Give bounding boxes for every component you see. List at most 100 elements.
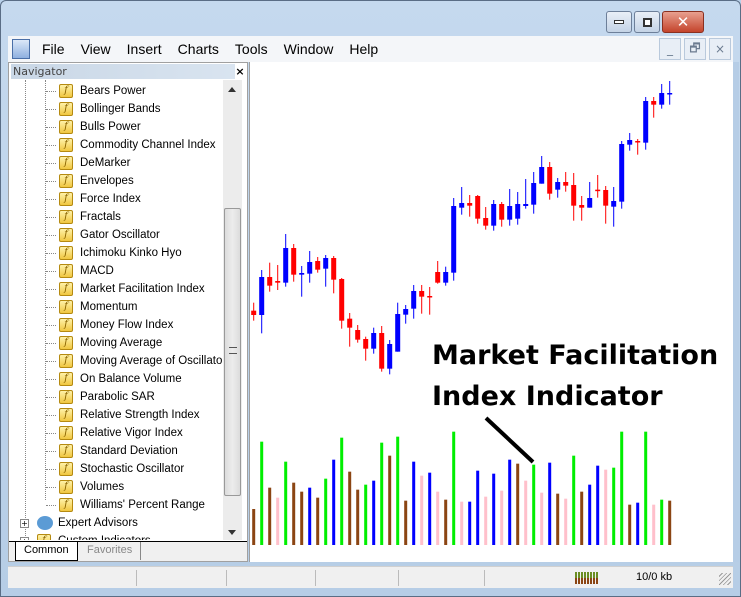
candle-body (467, 203, 473, 206)
navigator-item-label: Commodity Channel Index (80, 139, 216, 151)
navigator-item-label: Fractals (80, 211, 121, 223)
navigator-group-custom-indicators[interactable]: + f Custom Indicators (20, 532, 151, 540)
navigator-item[interactable]: f Force Index (46, 190, 141, 208)
mfi-bar (668, 500, 672, 545)
mfi-bar (332, 459, 336, 545)
candle-body (315, 261, 321, 270)
mfi-bar (516, 463, 520, 545)
mfi-bar (252, 509, 256, 545)
indicator-icon: f (59, 138, 73, 152)
candle-body (347, 318, 353, 328)
navigator-item[interactable]: f DeMarker (46, 154, 130, 172)
tab-common[interactable]: Common (15, 542, 78, 561)
mfi-bar (428, 472, 432, 545)
mfi-bar (532, 464, 536, 545)
navigator-item[interactable]: f Envelopes (46, 172, 134, 190)
indicator-icon: f (59, 246, 73, 260)
indicator-icon: f (59, 372, 73, 386)
candle-body (531, 183, 537, 205)
indicator-icon: f (59, 102, 73, 116)
navigator-item[interactable]: f Fractals (46, 208, 121, 226)
candle-body (435, 272, 441, 283)
candle-body (427, 296, 433, 298)
navigator-item[interactable]: f Bollinger Bands (46, 100, 161, 118)
mdi-restore-button[interactable]: 🗗 (684, 38, 706, 60)
candle-body (355, 330, 361, 340)
mfi-bar (452, 431, 456, 545)
expand-icon[interactable]: + (20, 536, 29, 540)
status-bar: 10/0 kb (8, 566, 733, 588)
navigator-item[interactable]: f Moving Average (46, 334, 162, 352)
scroll-down-icon[interactable] (228, 530, 236, 535)
navigator-item[interactable]: f Commodity Channel Index (46, 136, 216, 154)
mfi-bar (468, 501, 472, 545)
mfi-bar (260, 441, 264, 545)
scrollbar-thumb[interactable] (224, 208, 241, 496)
candle-body (627, 140, 633, 145)
navigator-item[interactable]: f Momentum (46, 298, 138, 316)
resize-grip[interactable] (719, 573, 731, 585)
candle-body (419, 291, 425, 297)
mfi-bar (556, 493, 560, 545)
indicator-icon: f (59, 228, 73, 242)
navigator-item[interactable]: f MACD (46, 262, 114, 280)
navigator-item[interactable]: f On Balance Volume (46, 370, 182, 388)
navigator-group-label: Custom Indicators (58, 535, 151, 540)
menu-help[interactable]: Help (349, 41, 379, 57)
maximize-button[interactable] (634, 11, 660, 33)
navigator-item[interactable]: f Volumes (46, 478, 124, 496)
navigator-item-label: Money Flow Index (80, 319, 174, 331)
navigator-close-button[interactable]: × (235, 65, 245, 78)
navigator-item-label: Momentum (80, 301, 138, 313)
minimize-button[interactable] (606, 11, 632, 33)
navigator-item[interactable]: f Ichimoku Kinko Hyo (46, 244, 182, 262)
menu-view[interactable]: View (80, 41, 111, 57)
menu-insert[interactable]: Insert (126, 41, 162, 57)
navigator-item[interactable]: f Market Facilitation Index (46, 280, 205, 298)
indicator-icon: f (59, 120, 73, 134)
mdi-minimize-button[interactable]: _ (659, 38, 681, 60)
indicator-icon: f (59, 336, 73, 350)
mdi-close-button[interactable]: × (709, 38, 731, 60)
menu-tools[interactable]: Tools (234, 41, 268, 57)
chart-window[interactable] (249, 62, 733, 562)
navigator-item[interactable]: f Parabolic SAR (46, 388, 155, 406)
navigator-item-label: Volumes (80, 481, 125, 493)
navigator-item[interactable]: f Gator Oscillator (46, 226, 160, 244)
candle-body (555, 182, 561, 190)
navigator-group-expert-advisors[interactable]: + Expert Advisors (20, 514, 138, 532)
navigator-item[interactable]: f Standard Deviation (46, 442, 178, 460)
mfi-bar (372, 480, 376, 545)
app-logo-icon (12, 39, 30, 59)
navigator-item[interactable]: f Bulls Power (46, 118, 141, 136)
navigator-item[interactable]: f Money Flow Index (46, 316, 173, 334)
menu-window[interactable]: Window (283, 41, 334, 57)
navigator-item-label: MACD (80, 265, 114, 277)
candle-body (499, 204, 505, 220)
candle-body (491, 204, 497, 226)
mfi-bar (660, 499, 664, 545)
candle-body (451, 206, 457, 273)
navigator-item[interactable]: f Bears Power (46, 82, 146, 100)
mfi-bar (612, 467, 616, 545)
menu-charts[interactable]: Charts (177, 41, 219, 57)
tab-favorites[interactable]: Favorites (79, 542, 142, 560)
candle-body (291, 248, 297, 275)
expert-advisor-icon (37, 516, 53, 530)
menu-file[interactable]: File (42, 41, 65, 57)
navigator-item[interactable]: f Stochastic Oscillator (46, 460, 184, 478)
scroll-up-icon[interactable] (228, 87, 236, 92)
indicator-icon: f (59, 264, 73, 278)
candle-body (459, 203, 465, 208)
navigator-item[interactable]: f Williams' Percent Range (46, 496, 205, 514)
navigator-scrollbar[interactable] (223, 80, 242, 540)
navigator-item[interactable]: f Relative Vigor Index (46, 424, 183, 442)
mfi-bar (324, 478, 328, 545)
navigator-item[interactable]: f Moving Average of Oscillator (46, 352, 222, 370)
close-button[interactable]: ✕ (662, 11, 704, 33)
navigator-item[interactable]: f Relative Strength Index (46, 406, 200, 424)
candle-body (339, 279, 345, 321)
mfi-bar (444, 499, 448, 545)
candle-body (275, 281, 281, 283)
expand-icon[interactable]: + (20, 518, 29, 528)
